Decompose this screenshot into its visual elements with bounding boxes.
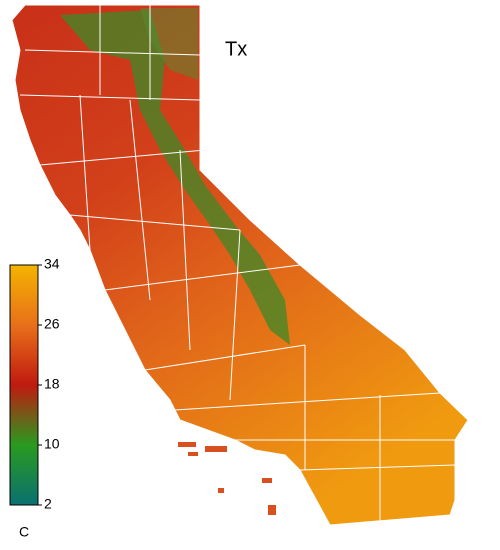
colorbar-tick-label: 18 — [44, 376, 60, 392]
colorbar-label: C — [19, 524, 29, 540]
california — [11, 4, 469, 526]
map-title: Tx — [225, 38, 247, 60]
colorbar-tick-label: 2 — [44, 496, 52, 512]
colorbar-tick-label: 10 — [44, 436, 60, 452]
islands — [178, 442, 276, 515]
mountain-band — [60, 10, 290, 345]
county-lines — [19, 5, 456, 525]
northeast-green — [140, 8, 198, 80]
colorbar-tick-label: 26 — [44, 316, 60, 332]
colorbar — [9, 264, 39, 506]
colorbar-tick-label: 34 — [44, 256, 60, 272]
